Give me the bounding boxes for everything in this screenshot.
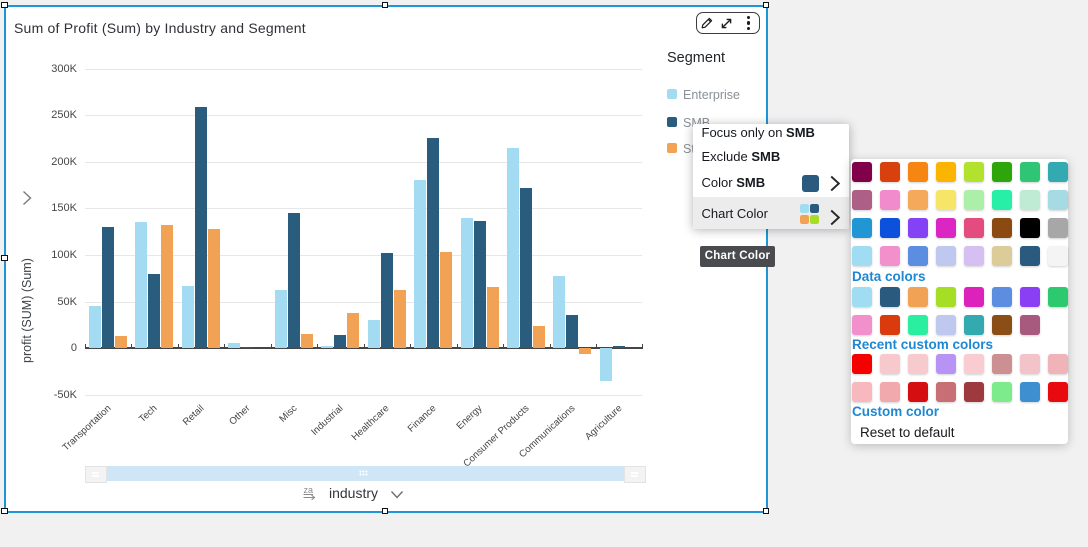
svg-text:za: za xyxy=(304,485,314,495)
